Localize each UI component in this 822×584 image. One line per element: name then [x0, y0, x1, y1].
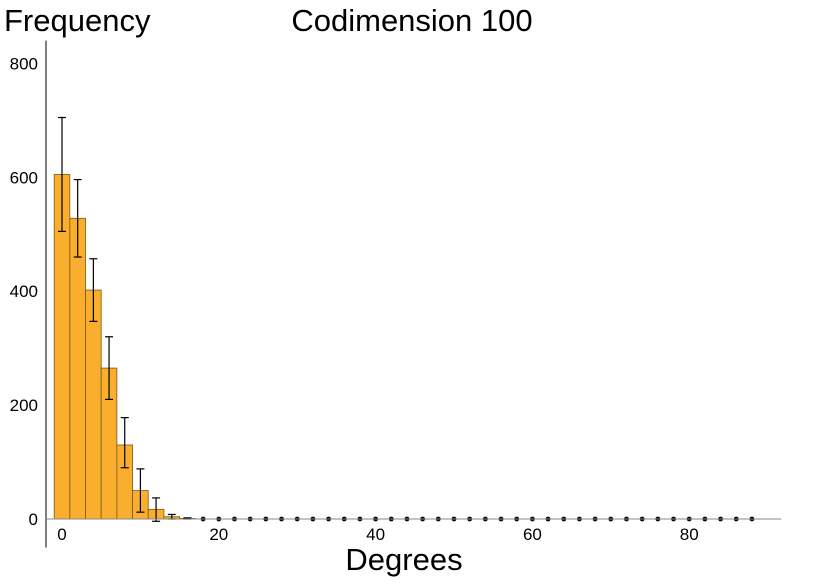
error-bar [136, 468, 145, 513]
y-tick-label: 800 [10, 54, 38, 73]
x-tick-label: 0 [57, 525, 66, 544]
x-tick-label: 20 [209, 525, 228, 544]
errorbars-layer [58, 116, 755, 522]
error-bar [73, 178, 82, 258]
y-tick-label: 200 [10, 396, 38, 415]
error-bar [58, 116, 66, 233]
x-tick-label: 80 [680, 525, 699, 544]
axes-layer [45, 40, 782, 548]
y-tick-labels: 0 200 400 600 800 [10, 54, 38, 529]
chart-title: Codimension 100 [291, 3, 532, 38]
y-tick-label: 400 [10, 282, 38, 301]
bars-layer [53, 174, 196, 520]
y-tick-label: 0 [29, 510, 38, 529]
x-tick-label: 40 [366, 525, 385, 544]
error-bar [89, 258, 98, 322]
error-bar [120, 417, 129, 469]
x-tick-label: 60 [523, 525, 542, 544]
x-axis-label: Degrees [345, 542, 462, 577]
error-bar [105, 336, 114, 401]
y-axis-label: Frequency [4, 3, 151, 38]
histogram-bar [69, 217, 86, 520]
error-bar [152, 497, 161, 522]
x-tick-labels: 0 20 40 60 80 [57, 525, 698, 544]
y-tick-label: 600 [10, 168, 38, 187]
histogram-bar [85, 289, 102, 520]
